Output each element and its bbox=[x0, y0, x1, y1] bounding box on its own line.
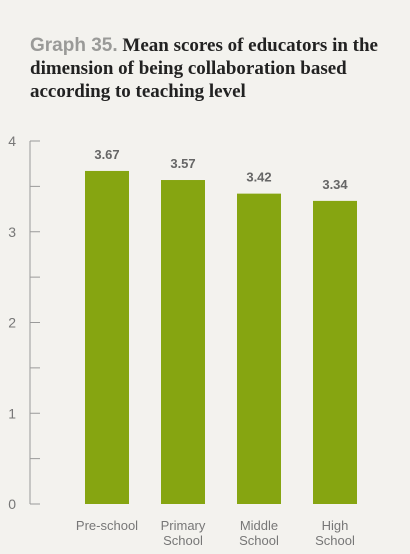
y-tick-label: 3 bbox=[8, 224, 16, 240]
category-label-line: Middle bbox=[240, 518, 278, 533]
bar bbox=[161, 180, 205, 504]
bar bbox=[237, 193, 281, 504]
bars bbox=[85, 170, 357, 504]
bar bbox=[313, 200, 357, 504]
category-label-line: Primary bbox=[161, 518, 206, 533]
category-label: Pre-school bbox=[76, 518, 138, 533]
data-label: 3.42 bbox=[246, 170, 271, 185]
category-label-line: School bbox=[315, 533, 355, 548]
category-label-line: School bbox=[239, 533, 279, 548]
chart-number: Graph 35. bbox=[30, 35, 118, 56]
data-label: 3.57 bbox=[170, 156, 195, 171]
category-label-line: School bbox=[163, 533, 203, 548]
y-tick-label: 2 bbox=[8, 315, 16, 331]
data-label: 3.67 bbox=[94, 147, 119, 162]
chart-title-text: Mean scores of educators in the dimensio… bbox=[30, 35, 378, 102]
y-tick-label: 1 bbox=[8, 405, 16, 421]
y-tick-label: 0 bbox=[8, 496, 16, 512]
category-label-line: Pre-school bbox=[76, 518, 138, 533]
data-label: 3.34 bbox=[322, 177, 348, 192]
category-label: High School bbox=[315, 518, 355, 548]
category-label: Middle School bbox=[239, 518, 279, 548]
y-axis: 0 1 2 3 4 bbox=[8, 133, 40, 512]
chart-title: Graph 35. Mean scores of educators in th… bbox=[30, 34, 390, 103]
y-tick-label: 4 bbox=[8, 133, 16, 149]
category-label: Primary School bbox=[161, 518, 206, 548]
category-label-line: High bbox=[322, 518, 349, 533]
bar bbox=[85, 170, 129, 504]
